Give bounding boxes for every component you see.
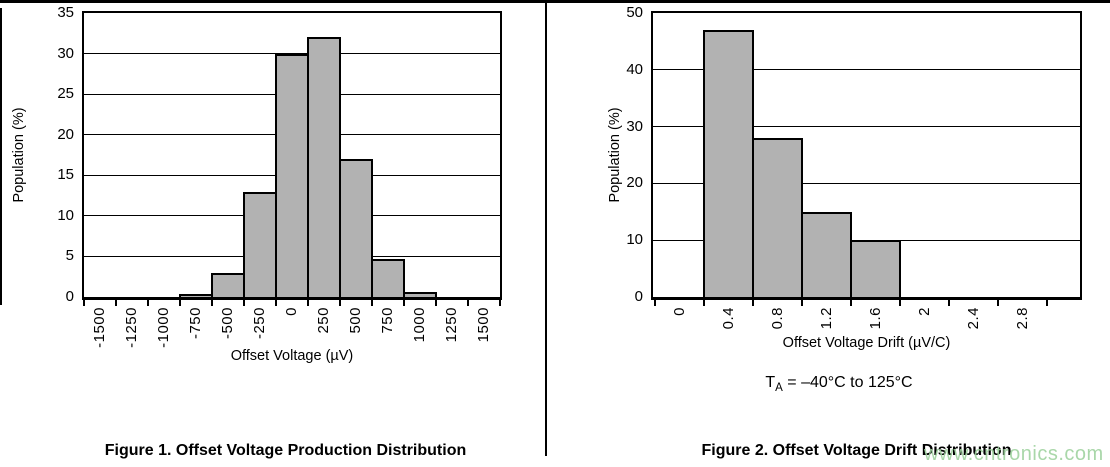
x-axis-tick [403,300,405,306]
annotation-subscript: A [775,382,783,395]
x-tick-label: 0.8 [768,307,786,330]
y-axis-title: Population (%) [607,107,623,203]
x-axis-tick [467,300,469,306]
x-axis-tick [1046,300,1048,306]
x-axis-tick [211,300,213,306]
x-axis-tick [243,300,245,306]
y-tick-label: 35 [57,4,74,21]
y-tick-label: 30 [57,44,74,62]
x-axis-tick [654,300,656,306]
plot-border [651,11,1082,300]
x-axis-tick [307,300,309,306]
top-border-line [0,0,1110,3]
x-axis-title: Offset Voltage Drift (µV/C) [782,335,951,351]
panel-divider-line [545,0,547,456]
y-tick-label: 0 [65,288,74,305]
watermark-text: www.cntronics.com [924,443,1104,465]
y-tick-label: 10 [57,206,74,224]
x-axis-tick [147,300,149,306]
x-axis-title: Offset Voltage (µV) [230,348,354,364]
x-tick-label: 0 [670,307,688,316]
histogram-bar [275,53,309,300]
y-tick-label: 25 [57,85,74,103]
y-tick-label: 10 [626,231,643,249]
x-tick-label: 1.2 [817,307,835,330]
x-axis-tick [83,300,85,306]
y-tick-label: 30 [626,117,643,135]
x-axis-tick [499,300,501,306]
y-tick-label: 0 [634,288,643,305]
x-axis-tick [899,300,901,306]
annotation-symbol: T [765,374,776,391]
annotation-range: = –40°C to 125°C [782,374,913,391]
plot-border [82,11,502,300]
x-axis-tick [275,300,277,306]
gridline [653,69,1080,71]
x-axis-tick [115,300,117,306]
x-axis-tick [179,300,181,306]
gridline [653,182,1080,184]
y-tick-label: 15 [57,166,74,184]
temperature-annotation: TA = –40°C to 125°C [689,374,989,394]
figure2-caption: Figure 2. Offset Voltage Drift Distribut… [701,442,1012,459]
x-tick-label: 2.4 [964,307,982,330]
x-axis-tick [371,300,373,306]
x-axis-tick [703,300,705,306]
y-tick-label: 20 [626,174,643,192]
x-axis-tick [801,300,803,306]
x-axis-tick [850,300,852,306]
y-tick-label: 5 [65,247,74,265]
x-axis-tick [997,300,999,306]
left-border-line [0,8,2,305]
x-axis-tick [339,300,341,306]
figure1-caption: Figure 1. Offset Voltage Production Dist… [104,442,467,459]
x-axis-tick [752,300,754,306]
x-tick-label: 1.6 [866,307,884,330]
x-tick-label: 2.8 [1013,307,1031,330]
x-tick-label: 0.4 [719,307,737,330]
x-tick-label: 2 [915,307,933,316]
histogram-bar [339,159,373,300]
y-tick-label: 20 [57,125,74,143]
x-axis-tick [948,300,950,306]
x-axis-tick [435,300,437,306]
y-tick-label: 50 [626,4,643,21]
gridline [653,126,1080,128]
y-tick-label: 40 [626,60,643,78]
